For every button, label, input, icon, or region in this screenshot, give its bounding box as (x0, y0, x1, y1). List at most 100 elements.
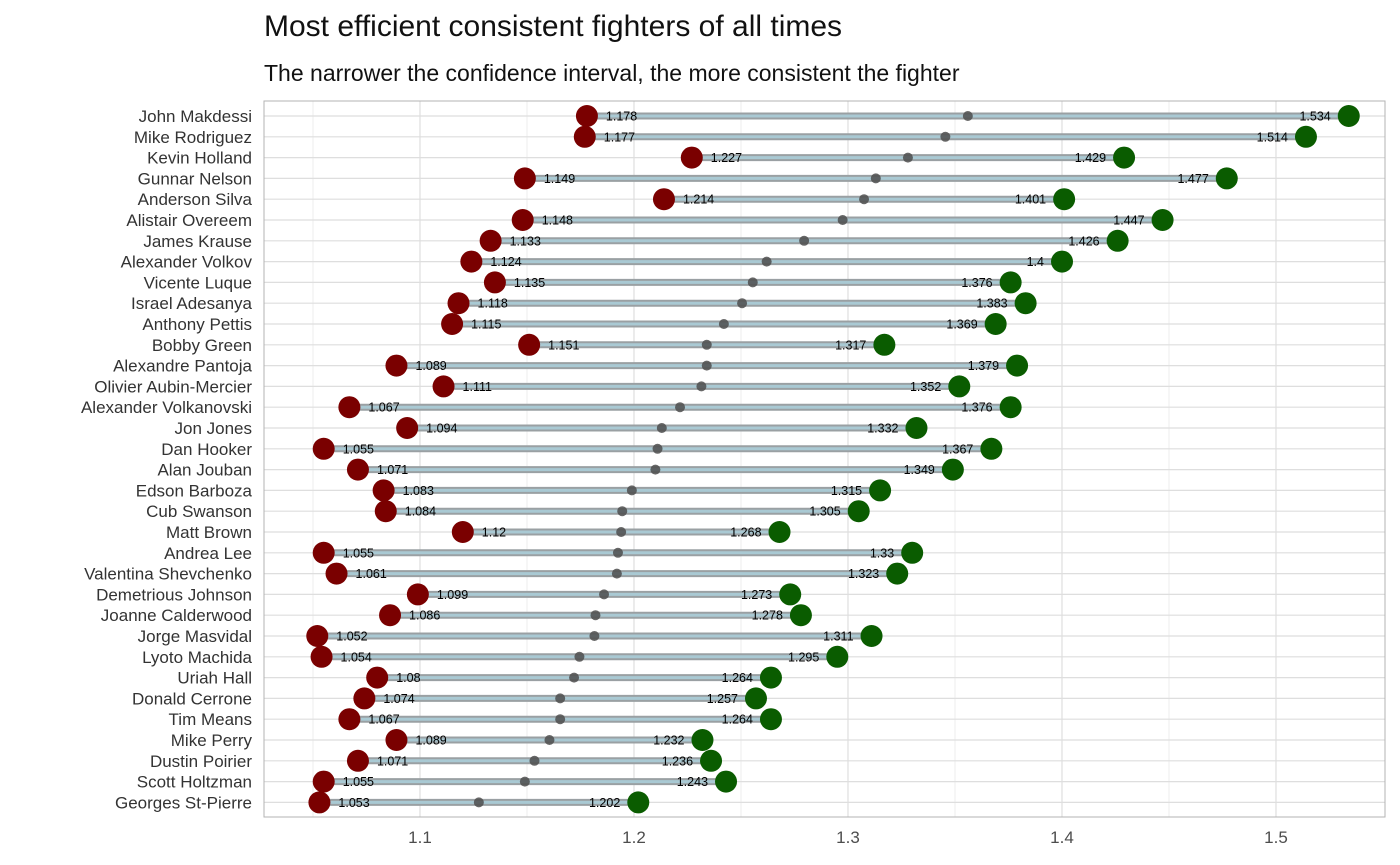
lower-bound-label: 1.052 (336, 630, 367, 644)
upper-bound-label: 1.273 (741, 588, 772, 602)
midpoint-dot (747, 277, 758, 288)
chart-marks: 1.178 1.534 1.177 1.514 1.227 1.429 1.149 1.477… (306, 105, 1360, 814)
midpoint-dot (859, 194, 870, 205)
midpoint-dot (555, 714, 566, 725)
upper-bound-point (789, 604, 812, 627)
lower-bound-label: 1.214 (683, 193, 714, 207)
lower-bound-point (306, 625, 329, 647)
y-tick-label: Tim Means (169, 710, 252, 729)
upper-bound-label: 1.278 (752, 609, 783, 623)
upper-bound-point (1337, 105, 1360, 127)
upper-bound-point (779, 583, 802, 606)
upper-bound-label: 1.514 (1257, 130, 1288, 144)
y-tick-label: Israel Adesanya (131, 294, 253, 313)
y-tick-label: Olivier Aubin-Mercier (94, 377, 252, 396)
upper-bound-point (886, 562, 909, 585)
lower-bound-point (325, 562, 348, 585)
lower-bound-label: 1.124 (490, 255, 521, 269)
y-tick-label: Alistair Overeem (126, 211, 252, 230)
lower-bound-point (379, 604, 402, 627)
lower-bound-point (460, 250, 483, 273)
lower-bound-label: 1.094 (426, 422, 457, 436)
midpoint-dot (574, 651, 585, 662)
y-tick-label: Demetrious Johnson (96, 585, 252, 604)
fighter-row: 1.053 1.202 (308, 791, 650, 814)
lower-bound-label: 1.083 (403, 484, 434, 498)
lower-bound-label: 1.089 (415, 734, 446, 748)
grid-lines (264, 101, 1385, 817)
lower-bound-point (310, 645, 333, 668)
fighter-row: 1.061 1.323 (325, 562, 909, 585)
upper-bound-label: 1.426 (1068, 234, 1099, 248)
lower-bound-point (511, 209, 534, 231)
upper-bound-label: 1.315 (831, 484, 862, 498)
fighter-row: 1.054 1.295 (310, 645, 849, 668)
upper-bound-point (941, 458, 964, 481)
upper-bound-label: 1.369 (946, 318, 977, 332)
fighter-row: 1.214 1.401 (652, 188, 1076, 211)
fighter-row: 1.074 1.257 (353, 687, 767, 710)
lower-bound-point (338, 708, 361, 731)
midpoint-dot (761, 256, 772, 267)
y-tick-label: Matt Brown (166, 523, 252, 542)
fighter-row: 1.094 1.332 (396, 417, 928, 439)
upper-bound-point (1006, 354, 1029, 377)
upper-bound-point (999, 396, 1022, 419)
y-axis-labels: John Makdessi Mike Rodriguez Kevin Holland… (81, 107, 253, 812)
upper-bound-label: 1.447 (1113, 214, 1144, 228)
upper-bound-point (1106, 229, 1129, 252)
fighter-row: 1.115 1.369 (441, 313, 1007, 335)
fighter-row: 1.055 1.33 (312, 541, 924, 564)
lower-bound-point (573, 125, 596, 148)
upper-bound-label: 1.295 (788, 650, 819, 664)
upper-bound-label: 1.202 (589, 796, 620, 810)
lower-bound-label: 1.055 (343, 775, 374, 789)
upper-bound-point (984, 313, 1007, 335)
upper-bound-point (1215, 167, 1238, 190)
upper-bound-label: 1.429 (1075, 151, 1106, 165)
lower-bound-point (483, 271, 506, 294)
midpoint-dot (962, 111, 973, 121)
y-tick-label: Scott Holtzman (137, 773, 252, 792)
upper-bound-point (1151, 209, 1174, 231)
fighter-row: 1.148 1.447 (511, 209, 1174, 231)
upper-bound-point (715, 770, 738, 793)
midpoint-dot (611, 568, 622, 579)
fighter-row: 1.118 1.383 (447, 292, 1037, 315)
upper-bound-point (847, 500, 870, 523)
midpoint-dot (940, 131, 951, 142)
chart-subtitle: The narrower the confidence interval, th… (264, 60, 960, 86)
lower-bound-label: 1.08 (396, 671, 420, 685)
y-tick-label: Uriah Hall (177, 669, 252, 688)
upper-bound-label: 1.257 (707, 692, 738, 706)
y-tick-label: Valentina Shevchenko (84, 565, 252, 584)
y-tick-label: Edson Barboza (136, 481, 253, 500)
y-tick-label: Cub Swanson (146, 502, 252, 521)
lower-bound-label: 1.111 (463, 380, 492, 394)
midpoint-dot (675, 402, 686, 413)
panel-border (263, 100, 1386, 818)
lower-bound-point (338, 396, 361, 419)
fighter-row: 1.089 1.379 (385, 354, 1029, 377)
x-axis-labels: 1.1 1.2 1.3 1.4 1.5 (408, 828, 1288, 847)
upper-bound-label: 1.379 (968, 359, 999, 373)
lower-bound-point (575, 105, 598, 127)
lower-bound-label: 1.118 (478, 297, 508, 311)
lower-bound-point (406, 583, 429, 606)
midpoint-dot (555, 693, 566, 704)
fighter-row: 1.055 1.243 (312, 770, 738, 793)
lower-bound-label: 1.061 (356, 567, 387, 581)
fighter-row: 1.227 1.429 (680, 146, 1136, 169)
midpoint-dot (650, 464, 661, 475)
midpoint-dot (837, 215, 848, 225)
y-tick-label: Dan Hooker (161, 440, 252, 459)
upper-bound-label: 1.352 (910, 380, 941, 394)
fighter-row: 1.086 1.278 (379, 604, 812, 627)
fighter-row: 1.052 1.311 (306, 625, 883, 647)
lower-bound-point (447, 292, 470, 315)
midpoint-dot (519, 776, 530, 787)
midpoint-dot (652, 443, 663, 454)
y-tick-label: Kevin Holland (147, 149, 252, 168)
y-tick-label: Anderson Silva (138, 190, 253, 209)
fighter-row: 1.133 1.426 (479, 229, 1129, 252)
